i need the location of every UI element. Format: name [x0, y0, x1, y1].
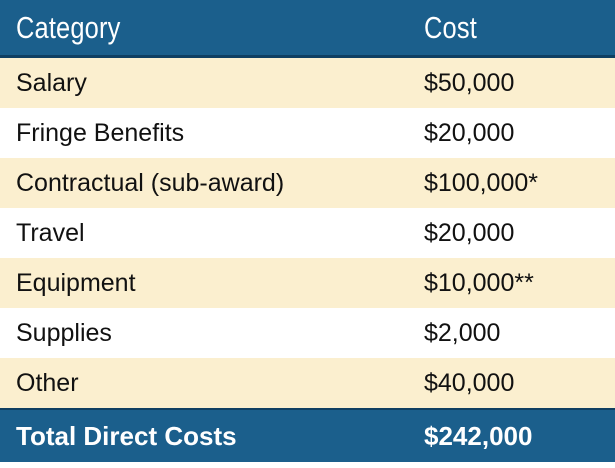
- table-row: Other $40,000: [0, 358, 615, 408]
- row-cost: $20,000: [424, 118, 515, 147]
- table-row: Salary $50,000: [0, 58, 615, 108]
- row-category: Other: [16, 368, 79, 397]
- table-row: Equipment $10,000**: [0, 258, 615, 308]
- row-cost: $100,000*: [424, 168, 539, 197]
- row-cost: $50,000: [424, 68, 515, 97]
- row-category: Travel: [16, 218, 85, 247]
- row-category: Equipment: [16, 268, 136, 297]
- bottom-margin: [0, 462, 615, 468]
- header-cost: Cost: [424, 9, 477, 45]
- table-row: Travel $20,000: [0, 208, 615, 258]
- table-row: Supplies $2,000: [0, 308, 615, 358]
- row-cost: $10,000**: [424, 268, 534, 297]
- table-row: Fringe Benefits $20,000: [0, 108, 615, 158]
- row-category: Contractual (sub-award): [16, 168, 285, 197]
- total-category: Total Direct Costs: [16, 420, 237, 451]
- row-category: Supplies: [16, 318, 112, 347]
- table-header-row: Category Cost: [0, 0, 615, 58]
- row-cost: $40,000: [424, 368, 515, 397]
- header-category: Category: [16, 9, 121, 45]
- row-category: Salary: [16, 68, 87, 97]
- total-cost: $242,000: [424, 420, 533, 451]
- table-row: Contractual (sub-award) $100,000*: [0, 158, 615, 208]
- row-cost: $20,000: [424, 218, 515, 247]
- row-cost: $2,000: [424, 318, 501, 347]
- row-category: Fringe Benefits: [16, 118, 185, 147]
- table-total-row: Total Direct Costs $242,000: [0, 408, 615, 462]
